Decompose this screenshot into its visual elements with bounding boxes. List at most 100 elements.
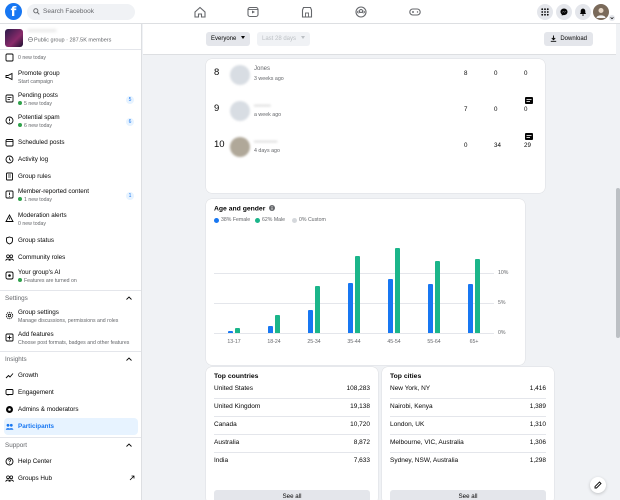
sidebar-item-label: Scheduled posts (18, 139, 65, 146)
sidebar-item-member-reported[interactable]: Member-reported content 1 new today 1 (4, 186, 138, 206)
bar-male-45-54[interactable] (395, 247, 400, 333)
sidebar-item-pending-posts[interactable]: Pending posts 5 new today 5 (4, 90, 138, 110)
bar-female-25-34[interactable] (308, 309, 313, 333)
sidebar-item-participants[interactable]: Participants (4, 418, 138, 435)
notifications-button[interactable] (575, 4, 591, 20)
member-time: 3 weeks ago (254, 76, 284, 82)
audience-dropdown[interactable]: Everyone (206, 32, 251, 46)
see-all-cities-button[interactable]: See all (390, 490, 546, 500)
caret-down-icon (301, 36, 306, 39)
menu-icon (541, 8, 549, 16)
table-row: New York, NY 1,416 (390, 381, 546, 399)
member-row[interactable]: 10 .............. 4 days ago 0 34 29 (206, 135, 545, 159)
legend-female: 38% Female (214, 217, 250, 223)
help-icon (5, 457, 14, 466)
bar-female-18-24[interactable] (268, 326, 273, 333)
gaming-icon[interactable] (408, 5, 422, 19)
bar-male-25-34[interactable] (315, 286, 320, 333)
insights-main-panel: Everyone Last 28 days Download 8 Jones 3… (143, 24, 616, 500)
shield-icon (6, 236, 13, 245)
sidebar-item-group-settings[interactable]: Group settings Manage discussions, permi… (4, 307, 138, 327)
info-icon[interactable] (269, 205, 276, 211)
group-header[interactable]: ................. Public group · 287.5K … (0, 24, 141, 50)
table-row: Sydney, NSW, Australia 1,298 (390, 457, 546, 464)
sidebar-item-scheduled-posts[interactable]: Scheduled posts (4, 134, 138, 150)
sidebar-item-label: Admins & moderators (18, 406, 79, 413)
download-button[interactable]: Download (544, 32, 593, 46)
insights-section-header[interactable]: Insights (0, 351, 141, 365)
sidebar-item-posts[interactable]: 0 new today (4, 51, 138, 65)
member-name: Jones (254, 66, 271, 72)
age-gender-chart: 0% 5% 10% 13-17 18-24 25-34 35-44 45-54 55-64 65+ (214, 235, 524, 365)
sidebar-item-label: Pending posts (18, 92, 58, 99)
sidebar-item-group-ai[interactable]: Your group's AI Features are turned on (4, 267, 138, 287)
section-label: Insights (5, 356, 27, 363)
bar-male-13-17[interactable] (235, 328, 240, 333)
avatar[interactable] (593, 4, 609, 20)
sidebar-item-add-features[interactable]: Add features Choose post formats, badges… (4, 329, 138, 349)
table-row: Melbourne, VIC, Australia 1,306 (390, 435, 546, 453)
chart-gridline (214, 303, 494, 304)
engagement-icon (5, 389, 14, 396)
member-row[interactable]: 9 .......... a week ago 7 0 0 (206, 99, 545, 123)
top-members-card: 8 Jones 3 weeks ago 8 0 0 9 .......... a… (206, 59, 545, 193)
chart-gridline (214, 333, 494, 334)
sidebar-item-sub: 0 new today (18, 55, 46, 61)
bar-male-55-64[interactable] (435, 261, 440, 333)
sidebar-item-admins-moderators[interactable]: Admins & moderators (4, 401, 138, 417)
page-scrollbar-thumb[interactable] (616, 188, 620, 338)
sidebar-item-groups-hub[interactable]: Groups Hub (4, 470, 138, 486)
sidebar-item-engagement[interactable]: Engagement (4, 384, 138, 400)
chart-title: Age and gender (214, 205, 276, 213)
sidebar-item-potential-spam[interactable]: Potential spam 6 new today 6 (4, 112, 138, 132)
count-badge: 5 (126, 96, 134, 104)
settings-section-header[interactable]: Settings (0, 290, 141, 304)
marketplace-icon[interactable] (300, 5, 314, 19)
bar-female-55-64[interactable] (428, 283, 433, 333)
bar-female-45-54[interactable] (388, 279, 393, 333)
bar-female-65+[interactable] (468, 283, 473, 333)
sidebar-item-promote-group[interactable]: Promote group Start campaign (4, 68, 138, 88)
new-message-button[interactable] (590, 477, 606, 493)
top-navigation-bar: f Search Facebook (0, 0, 620, 24)
facebook-logo[interactable]: f (5, 3, 22, 20)
home-icon[interactable] (193, 5, 207, 19)
bar-female-13-17[interactable] (228, 331, 233, 333)
support-section-header[interactable]: Support (0, 437, 141, 451)
table-row: London, UK 1,310 (390, 417, 546, 435)
search-input[interactable]: Search Facebook (27, 4, 135, 20)
sidebar-item-label: Activity log (18, 156, 49, 163)
sidebar-item-group-status[interactable]: Group status (4, 232, 138, 248)
sidebar-item-community-roles[interactable]: Community roles (4, 249, 138, 265)
posts-count: 8 (464, 70, 468, 77)
y-tick-label: 10% (498, 270, 509, 276)
groups-icon[interactable] (354, 5, 368, 19)
y-tick-label: 0% (498, 330, 506, 336)
chevron-down-icon[interactable] (609, 15, 615, 21)
calendar-icon (5, 139, 14, 147)
sidebar-item-group-rules[interactable]: Group rules (4, 168, 138, 184)
bar-male-18-24[interactable] (275, 315, 280, 333)
spam-icon (5, 116, 14, 125)
sidebar-item-help-center[interactable]: Help Center (4, 453, 138, 469)
sidebar-item-moderation-alerts[interactable]: Moderation alerts 0 new today (4, 210, 138, 230)
sidebar-item-activity-log[interactable]: Activity log (4, 151, 138, 167)
reactions-count: 0 (524, 106, 528, 113)
member-name: .......... (254, 102, 271, 108)
sidebar-item-label: Groups Hub (18, 475, 52, 482)
bar-female-35-44[interactable] (348, 283, 353, 333)
x-tick-label: 45-54 (387, 339, 401, 345)
bar-male-35-44[interactable] (355, 256, 360, 333)
bar-male-65+[interactable] (475, 259, 480, 333)
member-avatar (230, 65, 250, 85)
gear-icon (5, 311, 14, 320)
sidebar-item-growth[interactable]: Growth (4, 367, 138, 383)
menu-button[interactable] (537, 4, 553, 20)
count-badge: 1 (126, 192, 134, 200)
sidebar-item-label: Promote group (18, 70, 60, 77)
see-all-countries-button[interactable]: See all (214, 490, 370, 500)
video-icon[interactable] (246, 5, 260, 19)
date-range-dropdown[interactable]: Last 28 days (257, 32, 311, 46)
member-row[interactable]: 8 Jones 3 weeks ago 8 0 0 (206, 63, 545, 87)
messenger-button[interactable] (556, 4, 572, 20)
